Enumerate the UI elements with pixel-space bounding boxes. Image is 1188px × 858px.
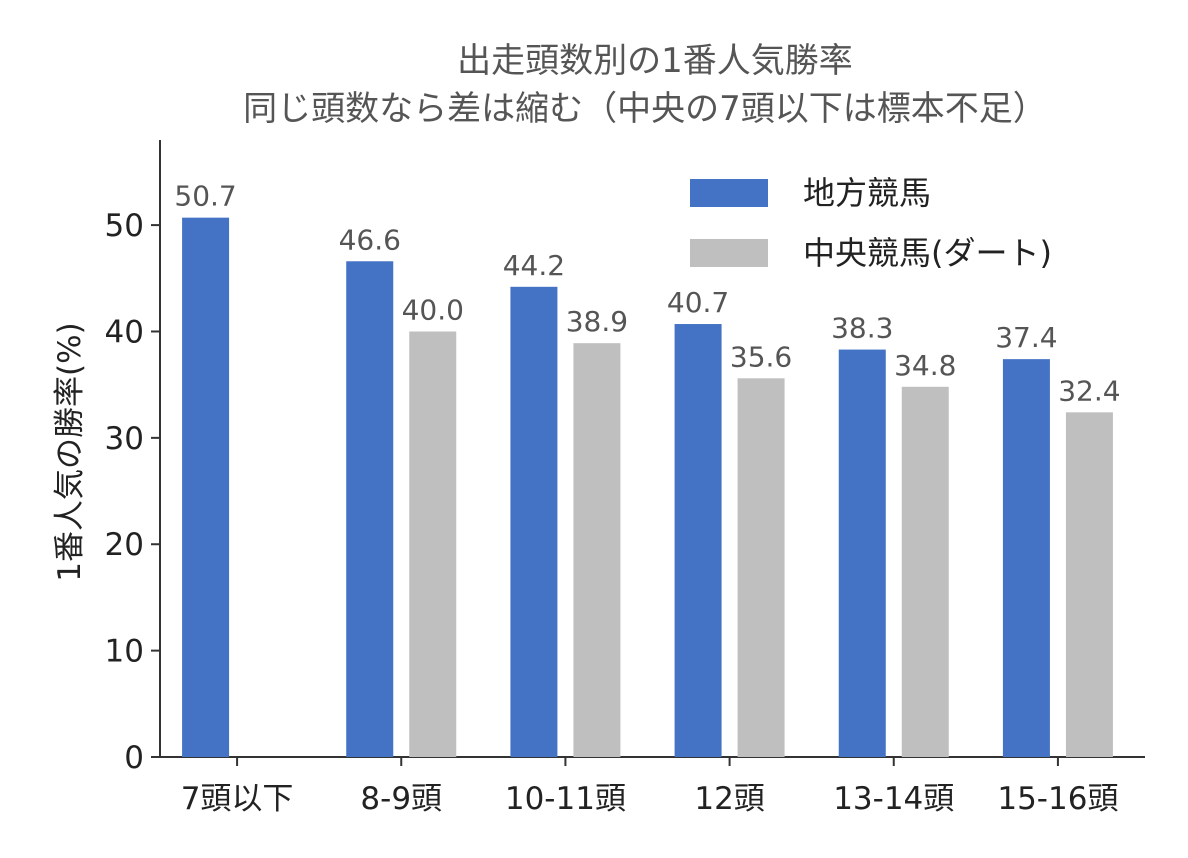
x-tick-label: 13-14頭	[833, 781, 954, 817]
legend-label: 地方競馬	[803, 174, 931, 212]
data-label: 37.4	[995, 321, 1057, 354]
y-tick-label: 0	[124, 740, 144, 776]
bar-jra-4	[901, 386, 949, 757]
legend-swatch	[690, 179, 768, 207]
bar-local-1	[346, 261, 394, 757]
bar-local-0	[182, 217, 230, 758]
y-tick-label: 40	[105, 314, 144, 350]
data-label: 44.2	[503, 249, 565, 282]
bar-jra-5	[1065, 412, 1113, 757]
data-label: 32.4	[1058, 374, 1120, 407]
bar-jra-3	[737, 378, 785, 757]
x-tick-label: 15-16頭	[997, 781, 1118, 817]
data-label: 38.9	[566, 305, 628, 338]
data-label: 35.6	[730, 340, 792, 373]
y-tick-label: 10	[105, 634, 144, 670]
x-tick-label: 12頭	[694, 781, 764, 817]
data-label: 50.7	[174, 180, 236, 213]
y-tick-label: 50	[105, 208, 144, 244]
x-tick-label: 8-9頭	[360, 781, 442, 817]
x-tick-label: 7頭以下	[181, 781, 294, 817]
data-label: 40.7	[667, 286, 729, 319]
legend-swatch	[690, 239, 768, 267]
bar-local-4	[838, 349, 886, 757]
bar-jra-2	[573, 343, 621, 757]
data-label: 38.3	[831, 312, 893, 345]
chart-title: 出走頭数別の1番人気勝率	[457, 41, 853, 81]
bar-local-3	[674, 324, 722, 757]
y-axis-label: 1番人気の勝率(%)	[52, 322, 88, 581]
bar-local-5	[1002, 359, 1050, 757]
y-tick-label: 30	[105, 421, 144, 457]
chart-subtitle: 同じ頭数なら差は縮む（中央の7頭以下は標本不足）	[243, 89, 1047, 129]
bar-local-2	[510, 286, 558, 757]
y-tick-label: 20	[105, 527, 144, 563]
bar-jra-1	[409, 331, 457, 757]
data-label: 40.0	[402, 293, 464, 326]
data-label: 46.6	[339, 223, 401, 256]
x-tick-label: 10-11頭	[505, 781, 626, 817]
legend-label: 中央競馬(ダート)	[803, 234, 1052, 272]
data-label: 34.8	[894, 349, 956, 382]
plot-area: 0 10 20 30 40 50 7頭以下 50.7 8-9頭 46.6 40.0 10-11頭 44.…	[105, 140, 1145, 817]
